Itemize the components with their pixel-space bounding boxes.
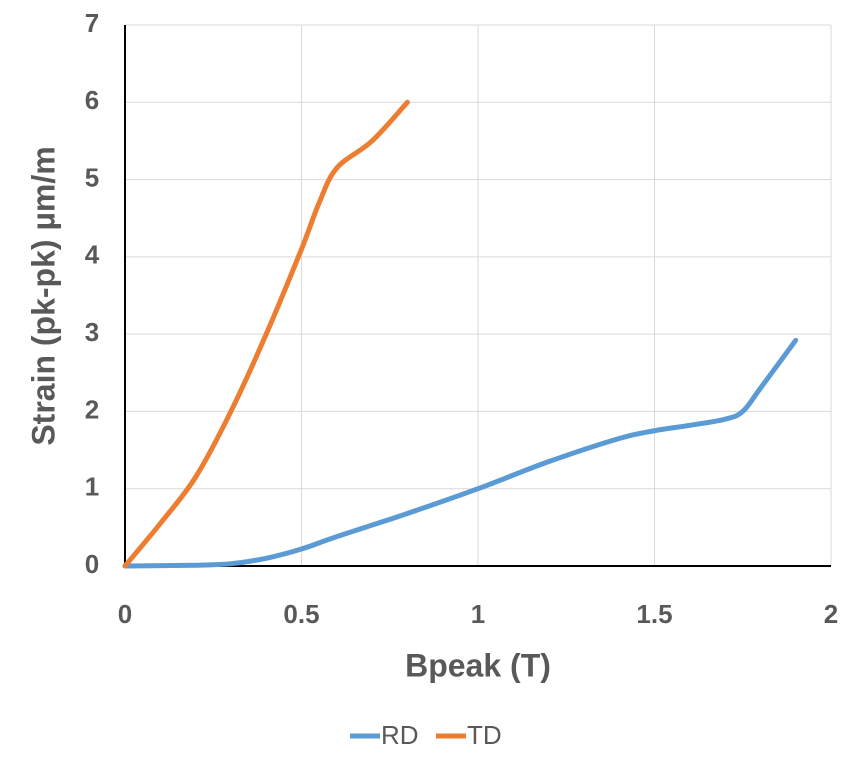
x-tick-label: 0 bbox=[118, 599, 132, 629]
y-axis-title: Strain (pk-pk) µm/m bbox=[25, 146, 61, 445]
y-tick-label: 2 bbox=[85, 394, 99, 424]
line-series bbox=[122, 337, 799, 569]
y-tick-label: 1 bbox=[85, 472, 99, 502]
y-tick-label: 7 bbox=[85, 8, 99, 38]
y-tick-label: 6 bbox=[85, 85, 99, 115]
y-tick-label: 4 bbox=[85, 240, 100, 270]
legend-label: RD bbox=[381, 720, 419, 750]
legend-label: TD bbox=[467, 720, 502, 750]
x-tick-label: 1.5 bbox=[636, 599, 672, 629]
x-axis-title: Bpeak (T) bbox=[405, 647, 551, 683]
x-tick-label: 2 bbox=[824, 599, 838, 629]
line-series bbox=[122, 99, 410, 569]
x-tick-label: 1 bbox=[471, 599, 485, 629]
y-tick-label: 5 bbox=[85, 162, 99, 192]
y-tick-label: 3 bbox=[85, 317, 99, 347]
y-tick-label: 0 bbox=[85, 549, 99, 579]
x-tick-label: 0.5 bbox=[283, 599, 319, 629]
